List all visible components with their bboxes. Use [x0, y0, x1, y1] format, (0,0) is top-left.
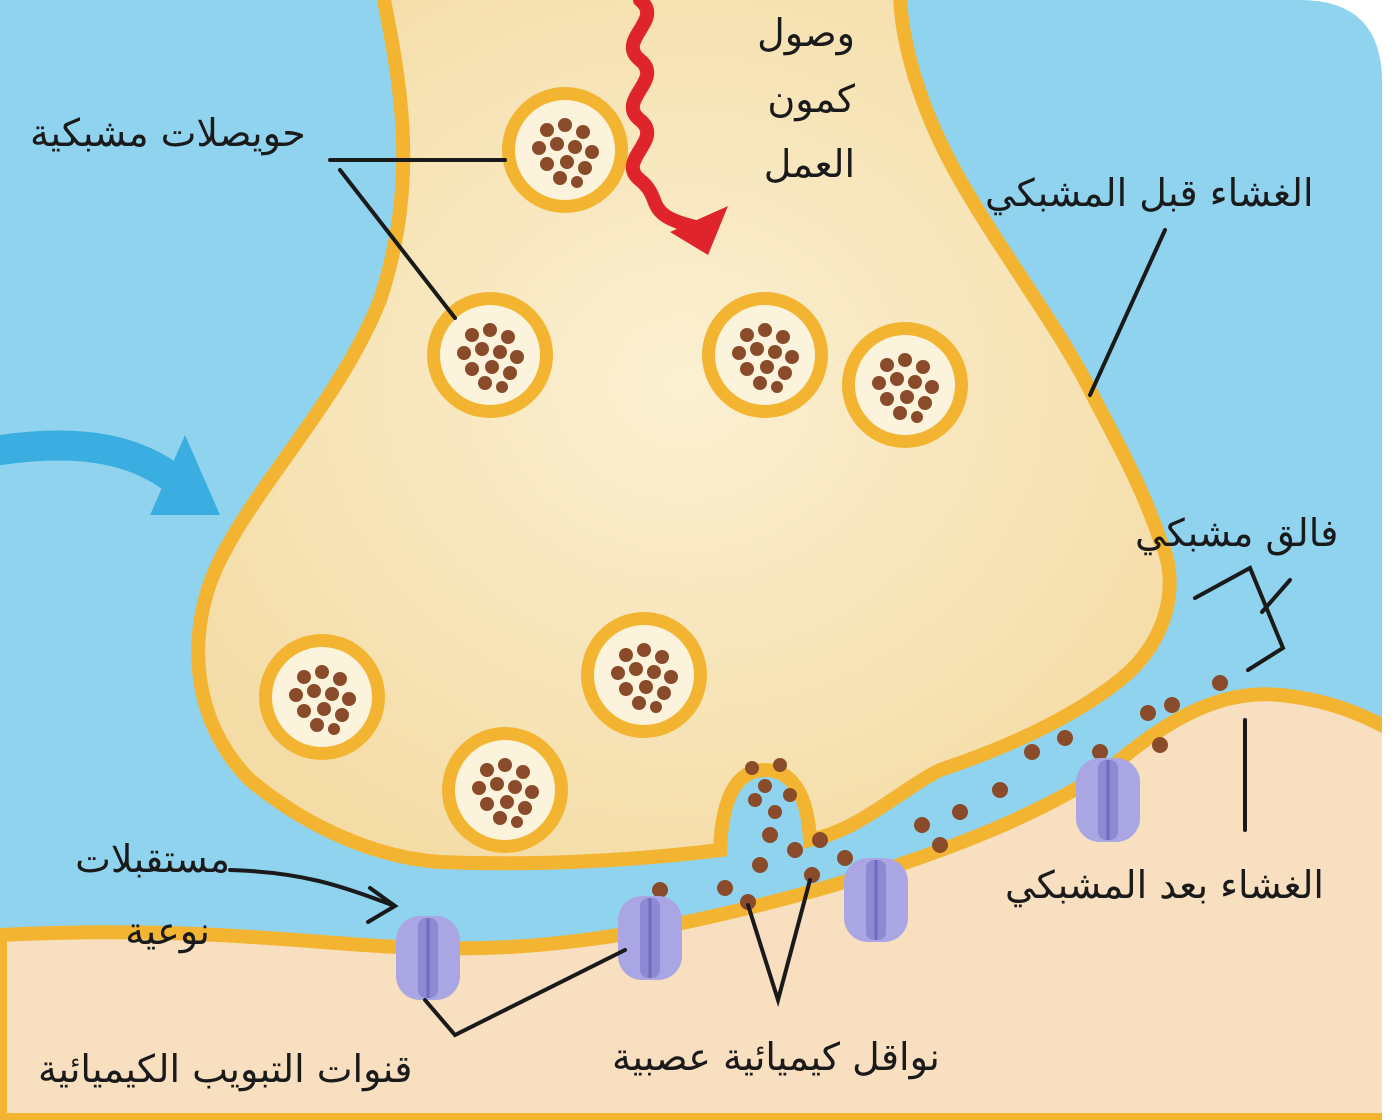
- leader-channels: [423, 948, 627, 1038]
- leader-receptors-head: [366, 886, 399, 924]
- specific-receptors-label: مستقبلات نوعية: [20, 837, 230, 953]
- action-potential-line-2: كمون: [767, 76, 855, 121]
- neurotransmitter-molecules: [652, 675, 1228, 910]
- vesicle: [502, 87, 628, 213]
- cleft-bracket: [1193, 565, 1286, 672]
- vesicle: [842, 322, 968, 448]
- postsynaptic-membrane-label: الغشاء بعد المشبكي: [1005, 863, 1324, 907]
- vesicle: [442, 727, 568, 853]
- neurotransmitters-label: نواقل كيميائية عصبية: [612, 1035, 940, 1079]
- receptor-channel: [1074, 756, 1142, 844]
- receptor-channel: [842, 856, 910, 944]
- action-potential-arrow: [625, 0, 728, 255]
- presynaptic-membrane-label: الغشاء قبل المشبكي: [985, 171, 1314, 215]
- flow-arrow: [0, 430, 220, 515]
- action-potential-label: وصول كمون العمل: [655, 11, 855, 187]
- vesicle: [259, 634, 385, 760]
- synaptic-vesicles-label: حويصلات مشبكية: [30, 111, 306, 155]
- leader-neurotransmitters: [746, 878, 812, 1008]
- leader-receptors: [228, 868, 394, 907]
- specific-receptors-line-1: مستقبلات: [75, 837, 230, 881]
- leader-presynaptic-membrane: [1088, 228, 1167, 397]
- leader-vesicles-2: [338, 168, 457, 320]
- fusing-vesicle-contents: [745, 758, 797, 819]
- receptor-channel: [394, 914, 462, 1002]
- presynaptic-terminal: [191, 0, 1177, 871]
- vesicle: [581, 612, 707, 738]
- action-potential-line-1: وصول: [757, 11, 855, 55]
- action-potential-line-3: العمل: [763, 142, 855, 187]
- vesicle: [702, 292, 828, 418]
- synaptic-cleft-label: فالق مشبكي: [1135, 511, 1339, 555]
- vesicle: [427, 292, 553, 418]
- chemical-gated-channels-label: قنوات التبويب الكيميائية: [38, 1047, 413, 1091]
- specific-receptors-line-2: نوعية: [125, 908, 210, 953]
- receptor-channel: [616, 894, 684, 982]
